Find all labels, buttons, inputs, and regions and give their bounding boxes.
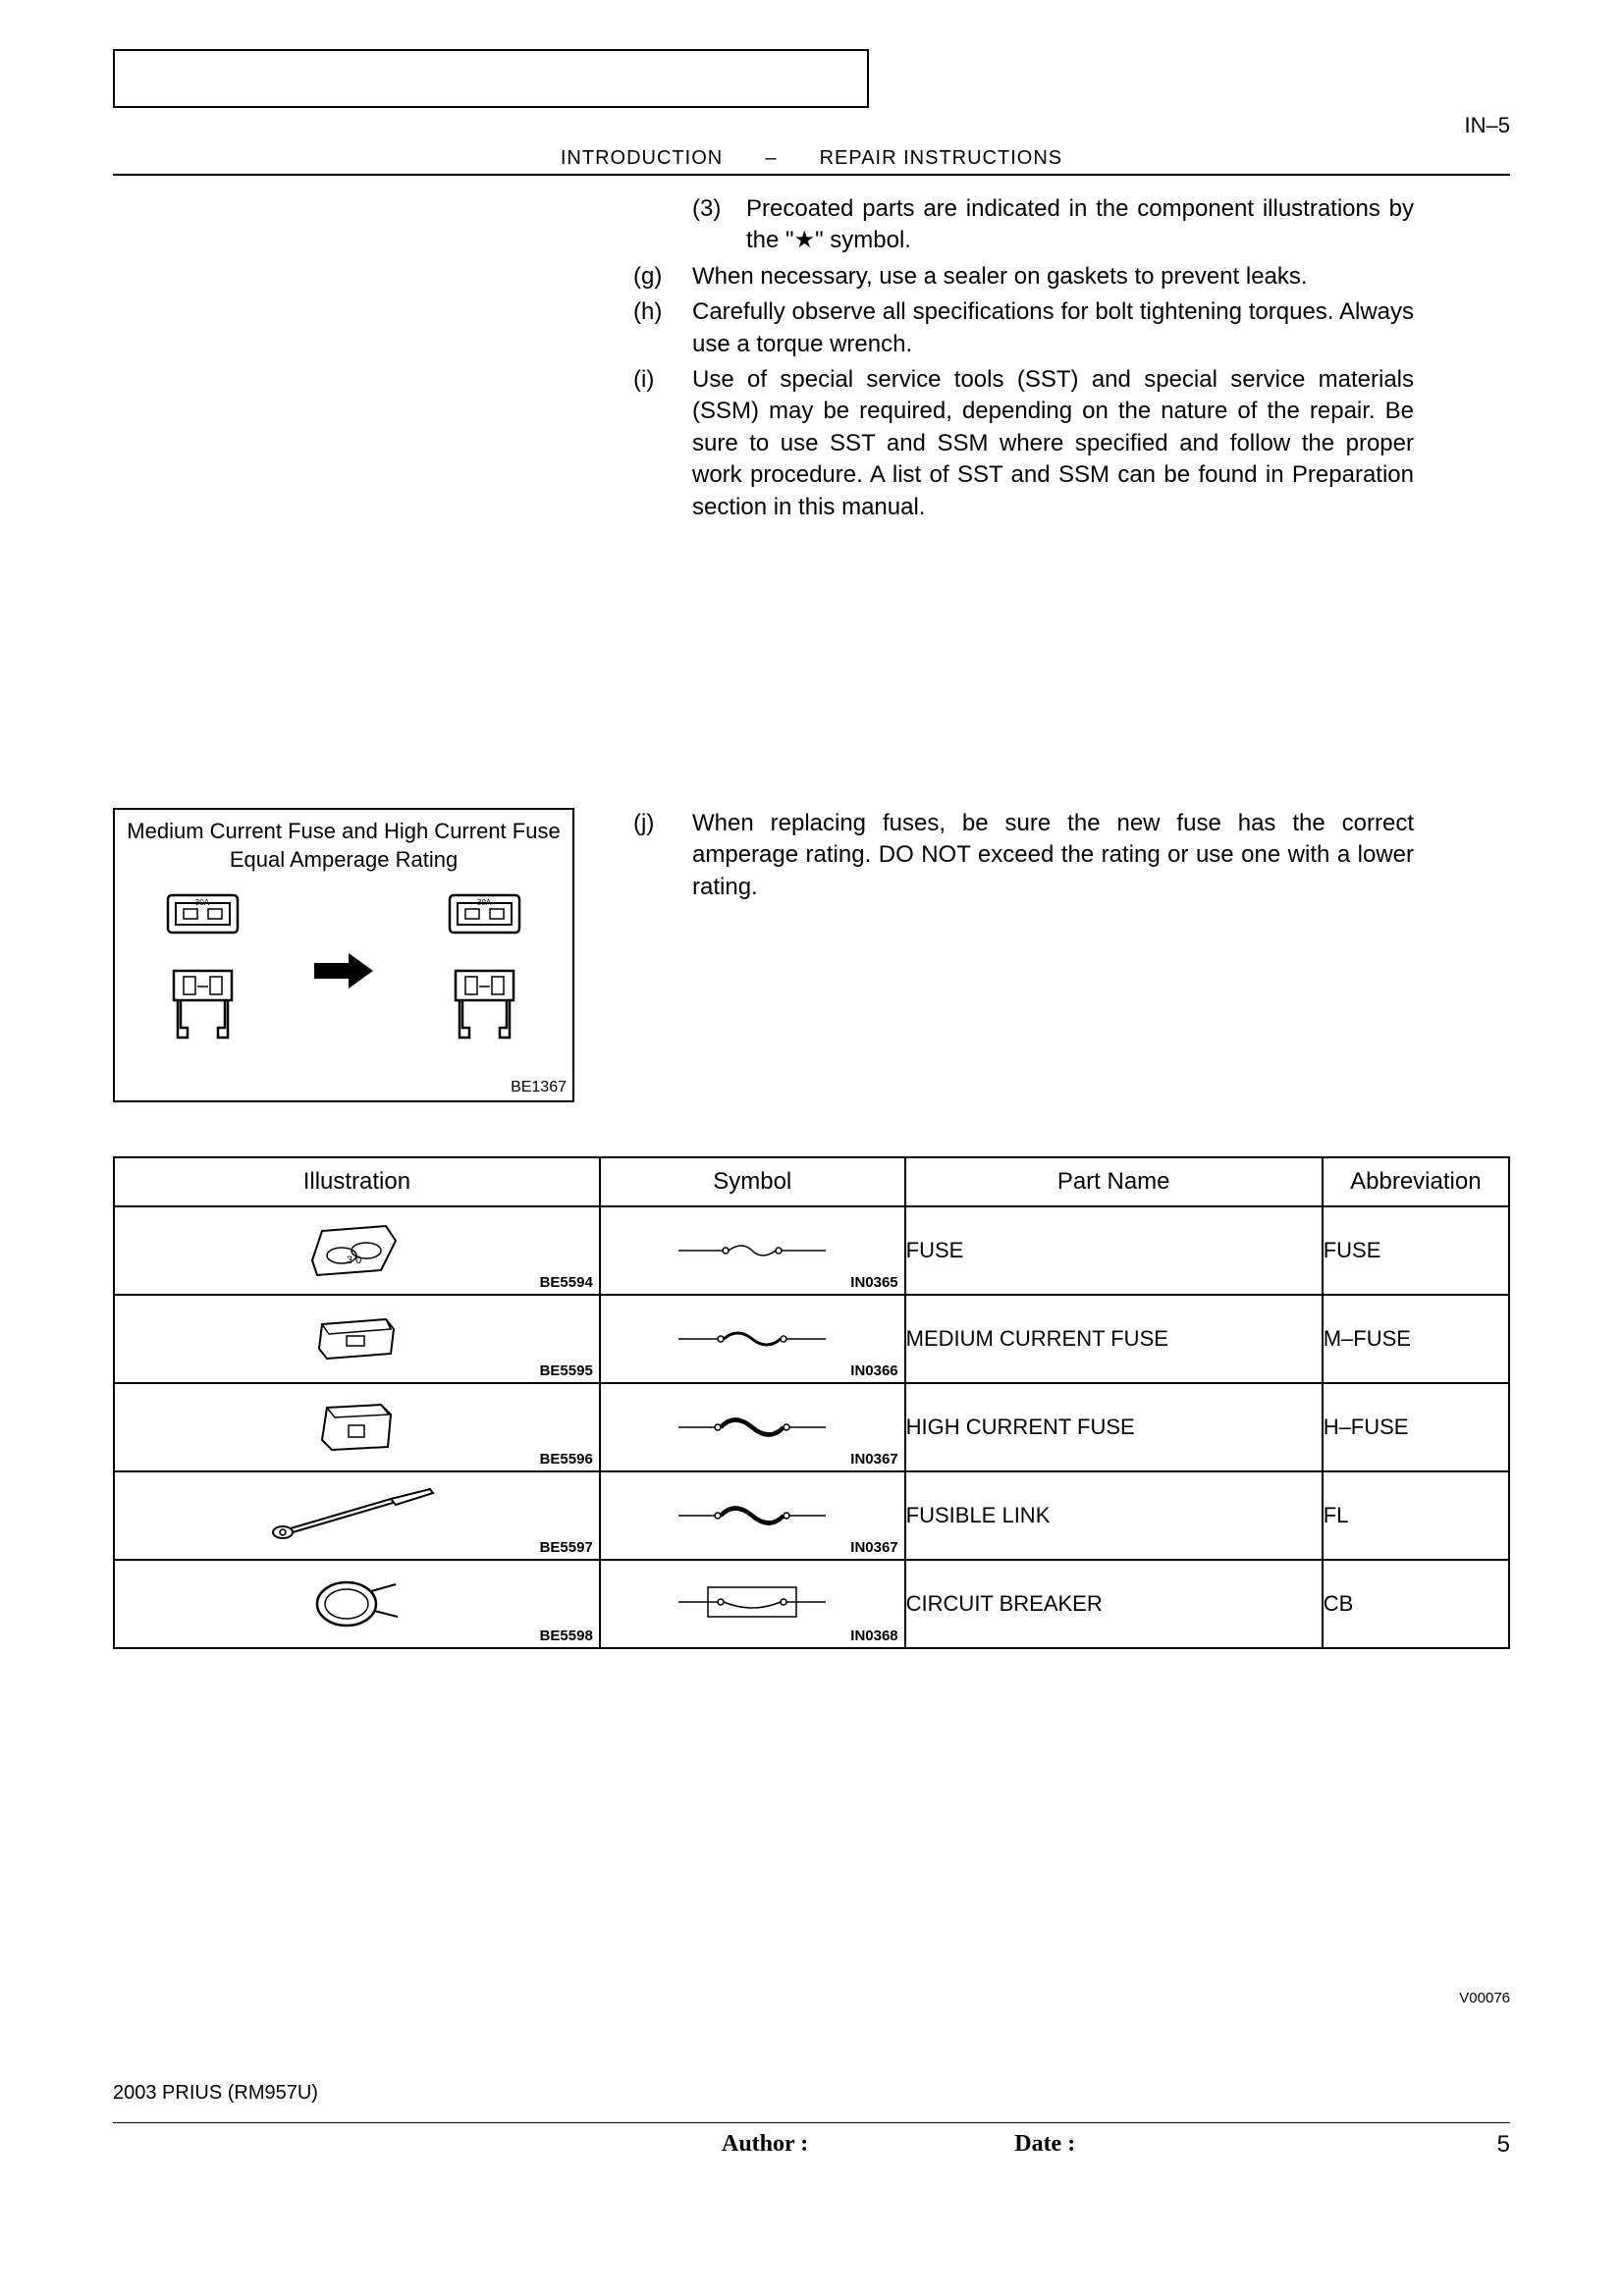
fuse-box-title: Medium Current Fuse and High Current Fus… xyxy=(121,818,567,874)
top-empty-box xyxy=(113,49,869,108)
list-marker: (g) xyxy=(633,261,692,293)
cell-symbol: IN0367 xyxy=(600,1383,905,1471)
fuse-diagram: 30A 30A xyxy=(121,893,567,1047)
list-content: Precoated parts are indicated in the com… xyxy=(746,193,1414,257)
fuse-col-right: 30A xyxy=(448,893,521,1047)
arrow-right-icon xyxy=(309,951,378,990)
cell-symbol: IN0368 xyxy=(600,1560,905,1648)
high-fuse-icon xyxy=(166,969,240,1047)
th-part-name: Part Name xyxy=(905,1157,1323,1206)
th-symbol: Symbol xyxy=(600,1157,905,1206)
illus-ref: BE5598 xyxy=(540,1628,593,1644)
list-content: Carefully observe all specifications for… xyxy=(692,296,1414,360)
fuse-illustration-box: Medium Current Fuse and High Current Fus… xyxy=(113,808,574,1102)
list-marker: (j) xyxy=(633,808,692,903)
fl-symbol-icon xyxy=(664,1496,840,1535)
mfuse-illustration-icon xyxy=(288,1305,425,1373)
svg-text:30A: 30A xyxy=(477,898,492,907)
cell-abbreviation: CB xyxy=(1323,1560,1509,1648)
list-content: Use of special service tools (SST) and s… xyxy=(692,364,1414,523)
footer-page-number: 5 xyxy=(1497,2131,1510,2159)
cell-abbreviation: M–FUSE xyxy=(1323,1295,1509,1383)
list-item-h: (h) Carefully observe all specifications… xyxy=(633,296,1414,360)
header-right: REPAIR INSTRUCTIONS xyxy=(820,147,1063,169)
list-item-g: (g) When necessary, use a sealer on gask… xyxy=(633,261,1414,293)
cell-part-name: HIGH CURRENT FUSE xyxy=(905,1383,1323,1471)
symbol-ref: IN0366 xyxy=(850,1362,897,1379)
table-row: BE5597 IN0367 FUSIBLE LINK FL xyxy=(114,1471,1509,1560)
symbol-ref: IN0368 xyxy=(850,1628,897,1644)
fuse-box-ref: BE1367 xyxy=(511,1079,567,1096)
cell-symbol: IN0365 xyxy=(600,1206,905,1295)
vehicle-info: 2003 PRIUS (RM957U) xyxy=(113,2082,318,2105)
footer-author-label: Author : xyxy=(722,2131,808,2159)
hfuse-illustration-icon xyxy=(288,1393,425,1462)
cb-symbol-icon xyxy=(664,1579,840,1629)
section-header: INTRODUCTION – REPAIR INSTRUCTIONS xyxy=(113,147,1510,176)
cell-illustration: BE5596 xyxy=(114,1383,600,1471)
symbol-ref: IN0367 xyxy=(850,1451,897,1468)
th-illustration: Illustration xyxy=(114,1157,600,1206)
symbol-ref: IN0367 xyxy=(850,1539,897,1556)
cell-part-name: FUSE xyxy=(905,1206,1323,1295)
medium-fuse-icon: 30A xyxy=(448,893,521,934)
header-sep: – xyxy=(765,147,777,169)
page-ref-code: V00076 xyxy=(1459,1990,1510,2006)
cb-illustration-icon xyxy=(288,1570,425,1638)
cell-illustration: 3 0 BE5594 xyxy=(114,1206,600,1295)
fuse-section: Medium Current Fuse and High Current Fus… xyxy=(113,808,1510,1102)
fuse-title-line2: Equal Amperage Rating xyxy=(230,847,458,872)
page-number-top: IN–5 xyxy=(1465,113,1510,138)
fuse-col-left: 30A xyxy=(166,893,240,1047)
cell-abbreviation: FUSE xyxy=(1323,1206,1509,1295)
illus-ref: BE5597 xyxy=(540,1539,593,1556)
body-text-block: (3) Precoated parts are indicated in the… xyxy=(633,193,1414,523)
svg-text:30A: 30A xyxy=(195,898,210,907)
parts-table: Illustration Symbol Part Name Abbreviati… xyxy=(113,1156,1510,1649)
table-row: BE5595 IN0366 MEDIUM CURRENT FUSE M–FUSE xyxy=(114,1295,1509,1383)
list-content: When necessary, use a sealer on gaskets … xyxy=(692,261,1414,293)
list-content: When replacing fuses, be sure the new fu… xyxy=(692,808,1414,903)
svg-text:3 0: 3 0 xyxy=(347,1255,361,1266)
fuse-symbol-icon xyxy=(664,1231,840,1270)
list-item-i: (i) Use of special service tools (SST) a… xyxy=(633,364,1414,523)
mfuse-symbol-icon xyxy=(664,1319,840,1359)
fl-illustration-icon xyxy=(258,1481,455,1550)
list-marker: (i) xyxy=(633,364,692,523)
fuse-illustration-icon: 3 0 xyxy=(288,1216,425,1285)
illus-ref: BE5596 xyxy=(540,1451,593,1468)
footer: Author : Date : 5 xyxy=(113,2122,1510,2159)
medium-fuse-icon: 30A xyxy=(166,893,240,934)
table-row: BE5598 IN0368 CIRCUIT BREAKER CB xyxy=(114,1560,1509,1648)
hfuse-symbol-icon xyxy=(664,1408,840,1447)
cell-symbol: IN0367 xyxy=(600,1471,905,1560)
table-row: BE5596 IN0367 HIGH CURRENT FUSE H–FUSE xyxy=(114,1383,1509,1471)
fuse-title-line1: Medium Current Fuse and High Current Fus… xyxy=(127,819,560,843)
symbol-ref: IN0365 xyxy=(850,1274,897,1291)
cell-part-name: MEDIUM CURRENT FUSE xyxy=(905,1295,1323,1383)
illus-ref: BE5595 xyxy=(540,1362,593,1379)
cell-symbol: IN0366 xyxy=(600,1295,905,1383)
illus-ref: BE5594 xyxy=(540,1274,593,1291)
list-item-j: (j) When replacing fuses, be sure the ne… xyxy=(633,808,1414,903)
list-marker: (3) xyxy=(692,193,746,257)
cell-part-name: FUSIBLE LINK xyxy=(905,1471,1323,1560)
cell-illustration: BE5598 xyxy=(114,1560,600,1648)
th-abbreviation: Abbreviation xyxy=(1323,1157,1509,1206)
table-row: 3 0 BE5594 IN0365 FUSE FUSE xyxy=(114,1206,1509,1295)
header-left: INTRODUCTION xyxy=(561,147,723,169)
high-fuse-icon xyxy=(448,969,521,1047)
cell-illustration: BE5595 xyxy=(114,1295,600,1383)
table-header-row: Illustration Symbol Part Name Abbreviati… xyxy=(114,1157,1509,1206)
cell-abbreviation: H–FUSE xyxy=(1323,1383,1509,1471)
footer-date-label: Date : xyxy=(1014,2131,1075,2159)
cell-part-name: CIRCUIT BREAKER xyxy=(905,1560,1323,1648)
cell-abbreviation: FL xyxy=(1323,1471,1509,1560)
item-j-block: (j) When replacing fuses, be sure the ne… xyxy=(633,808,1414,907)
list-marker: (h) xyxy=(633,296,692,360)
list-item-3: (3) Precoated parts are indicated in the… xyxy=(692,193,1414,257)
page-container: IN–5 INTRODUCTION – REPAIR INSTRUCTIONS … xyxy=(0,0,1623,2296)
cell-illustration: BE5597 xyxy=(114,1471,600,1560)
